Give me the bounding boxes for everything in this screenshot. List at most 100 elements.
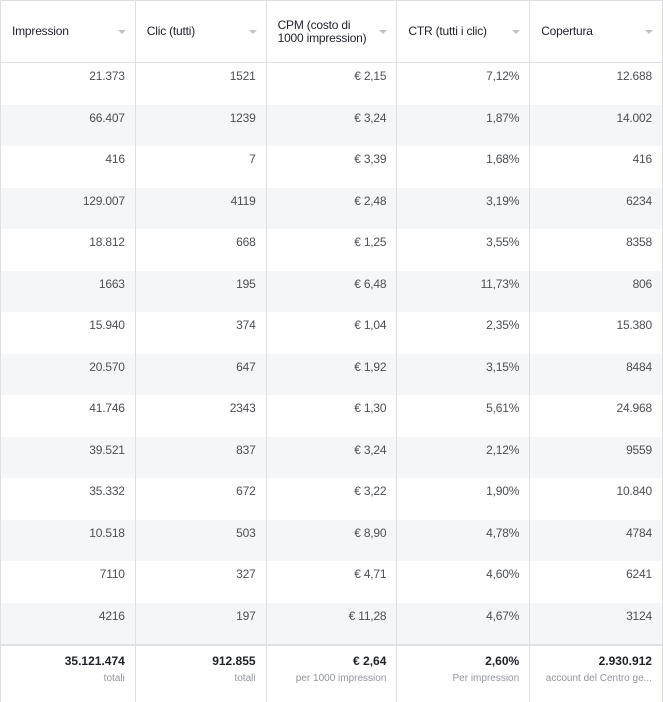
cell-impression: 66.407	[1, 104, 136, 146]
cell-ctr: 4,60%	[397, 561, 531, 603]
cell-copertura: 6234	[530, 187, 663, 229]
cell-ctr: 1,87%	[397, 104, 531, 146]
cell-cpm: € 2,15	[267, 63, 398, 105]
total-value: 35.121.474	[64, 654, 125, 668]
cell-copertura: 806	[530, 270, 663, 312]
cell-cpm: € 1,04	[267, 312, 398, 354]
column-header-label: Impression	[12, 24, 69, 38]
cell-copertura: 6241	[530, 561, 663, 603]
sort-dropdown-icon[interactable]	[117, 30, 126, 34]
table-row: 10.518 503 € 8,90 4,78% 4784	[0, 519, 663, 561]
cell-impression: 20.570	[1, 353, 136, 395]
cell-impression: 7110	[1, 561, 136, 603]
cell-clic: 197	[136, 602, 267, 644]
table-header: Impression Clic (tutti) CPM (costo di 1000…	[0, 1, 663, 63]
total-value: 912.855	[212, 654, 256, 668]
table-row: 416 7 € 3,39 1,68% 416	[0, 146, 663, 188]
sort-dropdown-icon[interactable]	[379, 30, 388, 34]
cell-impression: 10.518	[1, 519, 136, 561]
column-header-impression[interactable]: Impression	[1, 1, 136, 63]
cell-ctr: 1,68%	[397, 146, 531, 188]
column-header-clic[interactable]: Clic (tutti)	[135, 1, 267, 63]
cell-clic: 672	[136, 478, 267, 520]
cell-cpm: € 2,48	[267, 187, 398, 229]
cell-clic: 195	[136, 270, 267, 312]
total-value: 2,60%	[485, 654, 520, 668]
table-row: 1663 195 € 6,48 11,73% 806	[0, 270, 663, 312]
column-header-label: Clic (tutti)	[146, 24, 196, 38]
table-row: 35.332 672 € 3,22 1,90% 10.840	[0, 478, 663, 520]
total-clic: 912.855 totali	[136, 646, 267, 702]
column-header-cpm[interactable]: CPM (costo di 1000 impression)	[266, 1, 398, 63]
cell-clic: 647	[136, 353, 267, 395]
column-header-label: CPM (costo di 1000 impression)	[277, 17, 367, 45]
column-header-label: Copertura	[541, 24, 593, 38]
cell-clic: 2343	[136, 395, 267, 437]
column-header-copertura[interactable]: Copertura	[530, 1, 663, 63]
total-label: per 1000 impression	[295, 673, 387, 684]
cell-ctr: 3,15%	[397, 353, 531, 395]
table-body: 21.373 1521 € 2,15 7,12% 12.688 66.407 1239 € 3…	[0, 63, 663, 644]
total-label: totali	[103, 673, 125, 684]
cell-cpm: € 3,24	[267, 104, 398, 146]
cell-impression: 1663	[1, 270, 136, 312]
cell-ctr: 2,12%	[397, 436, 531, 478]
table-row: 66.407 1239 € 3,24 1,87% 14.002	[0, 104, 663, 146]
cell-cpm: € 4,71	[267, 561, 398, 603]
total-label: Per impression	[452, 673, 520, 684]
cell-impression: 35.332	[1, 478, 136, 520]
cell-clic: 668	[136, 229, 267, 271]
cell-clic: 837	[136, 436, 267, 478]
cell-copertura: 9559	[530, 436, 663, 478]
table-row: 15.940 374 € 1,04 2,35% 15.380	[0, 312, 663, 354]
cell-copertura: 416	[530, 146, 663, 188]
cell-copertura: 8358	[530, 229, 663, 271]
cell-impression: 21.373	[1, 63, 136, 105]
cell-impression: 39.521	[1, 436, 136, 478]
table-row: 129.007 4119 € 2,48 3,19% 6234	[0, 187, 663, 229]
cell-clic: 4119	[136, 187, 267, 229]
total-value: 2.930.912	[598, 654, 652, 668]
total-value: € 2,64	[353, 654, 387, 668]
total-copertura: 2.930.912 account del Centro ge...	[530, 646, 663, 702]
cell-copertura: 4784	[530, 519, 663, 561]
cell-clic: 327	[136, 561, 267, 603]
cell-impression: 41.746	[1, 395, 136, 437]
cell-cpm: € 8,90	[267, 519, 398, 561]
sort-dropdown-icon[interactable]	[644, 30, 653, 34]
cell-clic: 374	[136, 312, 267, 354]
table-row: 7110 327 € 4,71 4,60% 6241	[0, 561, 663, 603]
cell-clic: 1239	[136, 104, 267, 146]
sort-dropdown-icon[interactable]	[248, 30, 257, 34]
cell-ctr: 3,55%	[397, 229, 531, 271]
cell-copertura: 3124	[530, 602, 663, 644]
cell-impression: 18.812	[1, 229, 136, 271]
table-row: 20.570 647 € 1,92 3,15% 8484	[0, 353, 663, 395]
cell-clic: 7	[136, 146, 267, 188]
sort-dropdown-icon[interactable]	[512, 30, 521, 34]
cell-cpm: € 1,92	[267, 353, 398, 395]
cell-cpm: € 11,28	[267, 602, 398, 644]
cell-impression: 416	[1, 146, 136, 188]
cell-impression: 15.940	[1, 312, 136, 354]
cell-ctr: 7,12%	[397, 63, 531, 105]
total-cpm: € 2,64 per 1000 impression	[267, 646, 398, 702]
column-header-label: CTR (tutti i clic)	[408, 24, 487, 38]
cell-cpm: € 3,24	[267, 436, 398, 478]
column-header-ctr[interactable]: CTR (tutti i clic)	[397, 1, 531, 63]
cell-ctr: 3,19%	[397, 187, 531, 229]
cell-copertura: 12.688	[530, 63, 663, 105]
cell-copertura: 15.380	[530, 312, 663, 354]
cell-copertura: 14.002	[530, 104, 663, 146]
cell-cpm: € 1,30	[267, 395, 398, 437]
cell-ctr: 2,35%	[397, 312, 531, 354]
cell-ctr: 5,61%	[397, 395, 531, 437]
cell-impression: 129.007	[1, 187, 136, 229]
cell-cpm: € 3,39	[267, 146, 398, 188]
cell-cpm: € 1,25	[267, 229, 398, 271]
cell-clic: 1521	[136, 63, 267, 105]
cell-copertura: 10.840	[530, 478, 663, 520]
cell-ctr: 1,90%	[397, 478, 531, 520]
table-row: 4216 197 € 11,28 4,67% 3124	[0, 602, 663, 644]
